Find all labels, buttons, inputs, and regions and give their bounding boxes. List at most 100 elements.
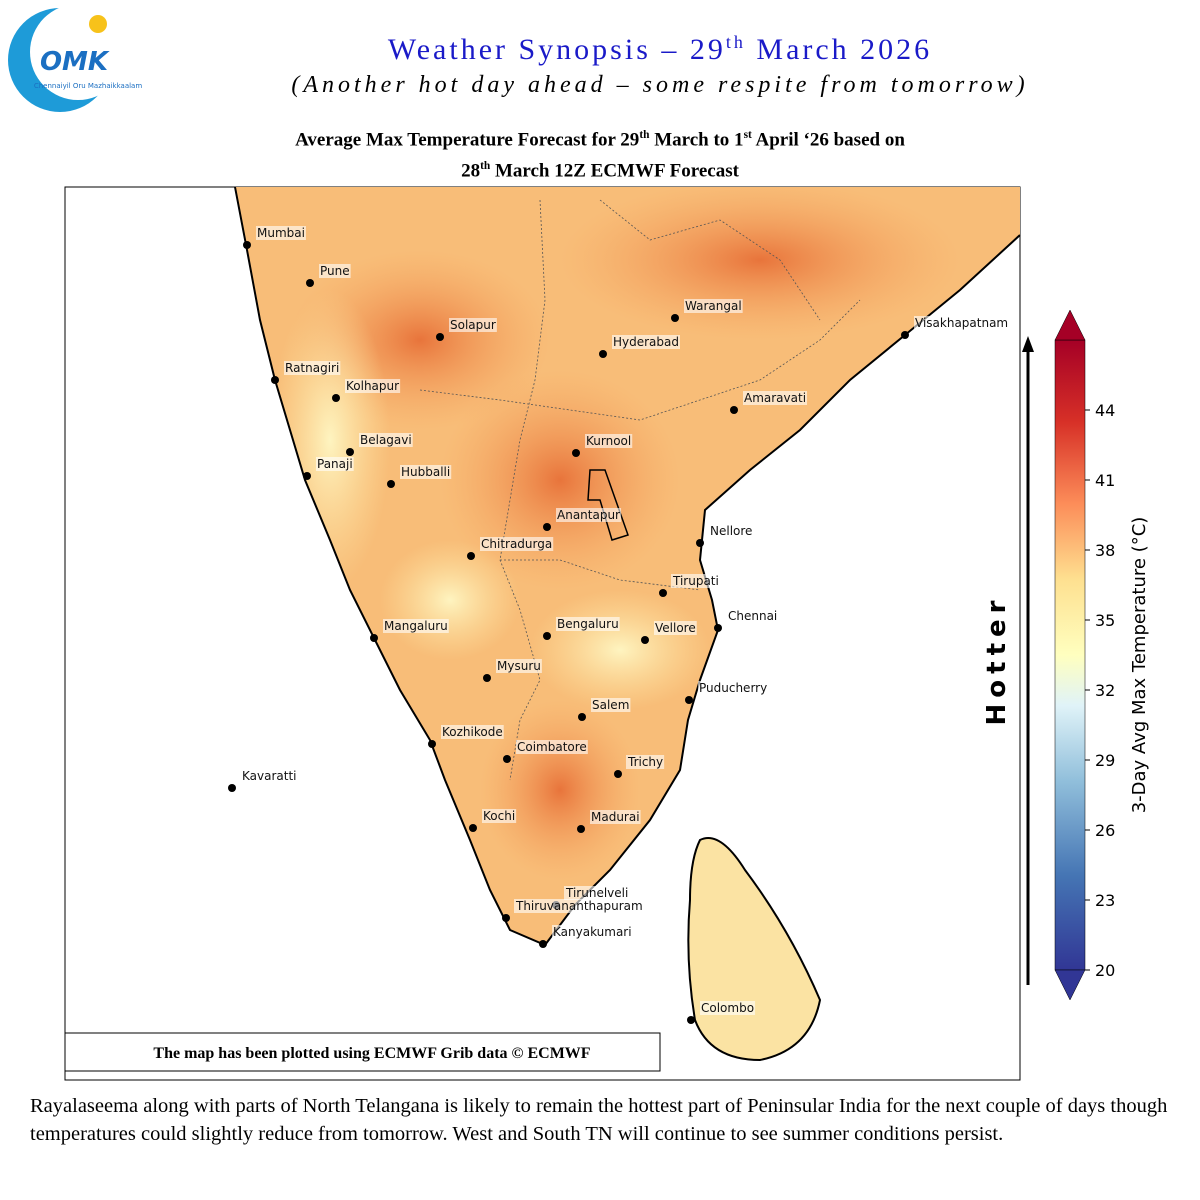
- city-label-bg: [698, 681, 769, 695]
- city-dot: [370, 634, 378, 642]
- city-label-bg: [256, 226, 306, 240]
- city-label-bg: [441, 725, 504, 739]
- colorbar-tick-label: 20: [1095, 961, 1115, 980]
- city-label: Kolhapur: [346, 379, 399, 393]
- title-sup: th: [725, 32, 746, 52]
- t: 28: [461, 160, 481, 182]
- city-label-bg: [612, 335, 680, 349]
- city-label: Chitradurga: [481, 537, 552, 551]
- city-label-bg: [585, 434, 633, 448]
- city-label-bg: [516, 740, 588, 754]
- city-label: Nellore: [710, 524, 752, 538]
- city-label: Colombo: [701, 1001, 754, 1015]
- city-dot: [614, 770, 622, 778]
- city-dot: [387, 480, 395, 488]
- city-label: Belagavi: [360, 433, 412, 447]
- city-label: Hubballi: [401, 465, 450, 479]
- t: th: [639, 129, 650, 141]
- city-label: Coimbatore: [517, 740, 587, 754]
- city-dot: [641, 636, 649, 644]
- city-dot: [696, 539, 704, 547]
- city-label: Tirupati: [672, 574, 719, 588]
- t: April ‘26 based on: [751, 129, 905, 151]
- city-label: Salem: [592, 698, 629, 712]
- city-label-bg: [449, 318, 497, 332]
- hotspot-contour: [587, 469, 629, 541]
- colorbar-tick-label: 41: [1095, 471, 1115, 490]
- logo: OMK Chennaiyil Oru Mazhaikkaalam: [8, 4, 142, 112]
- city-dot: [659, 589, 667, 597]
- colorbar-tick-label: 23: [1095, 891, 1115, 910]
- city-label-bg: [383, 619, 449, 633]
- colorbar-tick-label: 32: [1095, 681, 1115, 700]
- colorbar-tick-label: 38: [1095, 541, 1115, 560]
- city-label-bg: [591, 698, 631, 712]
- city-label-bg: [914, 316, 1010, 330]
- city-dot: [685, 696, 693, 704]
- city-label-bg: [590, 810, 641, 824]
- city-dot: [228, 784, 236, 792]
- city-label: Amaravati: [744, 391, 806, 405]
- colorbar-tick-label: 44: [1095, 401, 1115, 420]
- city-label: Panaji: [317, 457, 353, 471]
- city-label-bg: [556, 617, 620, 631]
- t: th: [480, 160, 491, 173]
- city-label-bg: [654, 621, 697, 635]
- city-label-bg: [556, 508, 622, 522]
- t: March 12Z ECMWF Forecast: [490, 160, 739, 182]
- title-text: Weather Synopsis – 29: [387, 33, 726, 66]
- city-dot: [599, 350, 607, 358]
- city-label: Visakhapatnam: [915, 316, 1008, 330]
- city-label-bg: [480, 537, 554, 551]
- colorbar-extend: [1054, 309, 1086, 341]
- city-label: Puducherry: [699, 681, 767, 695]
- colorbar-tick-label: 29: [1095, 751, 1115, 770]
- city-dot: [428, 740, 436, 748]
- city-dot: [543, 523, 551, 531]
- city-label-bg: [671, 574, 720, 588]
- credit-box: [64, 1032, 661, 1072]
- colorbar: [1054, 339, 1086, 971]
- city-dot: [483, 674, 491, 682]
- subtitle: (Another hot day ahead – some respite fr…: [291, 72, 1029, 98]
- credit: The map has been plotted using ECMWF Gri…: [153, 1045, 590, 1062]
- city-label-bg: [564, 886, 630, 900]
- city-dot: [539, 940, 547, 948]
- city-label-bg: [241, 769, 298, 783]
- city-dot: [306, 279, 314, 287]
- t: March to 1: [649, 129, 744, 151]
- city-label-bg: [700, 1001, 756, 1015]
- city-dot: [901, 331, 909, 339]
- city-label: Mumbai: [257, 226, 305, 240]
- city-label-bg: [345, 379, 401, 393]
- city-label-bg: [709, 524, 754, 538]
- city-label-bg: [319, 264, 351, 278]
- city-dot: [332, 394, 340, 402]
- city-label: Pune: [320, 264, 350, 278]
- city-label: Anantapur: [557, 508, 620, 522]
- arrow-label: Hotter: [982, 595, 1012, 726]
- city-label-bg: [626, 755, 665, 769]
- city-label-bg: [514, 899, 644, 913]
- city-dot: [577, 825, 585, 833]
- city-label: Kochi: [483, 809, 515, 823]
- city-label: Kozhikode: [442, 725, 503, 739]
- city-label: Warangal: [685, 299, 742, 313]
- colorbar-tick-label: 35: [1095, 611, 1115, 630]
- city-label: Vellore: [655, 621, 696, 635]
- colorbar-tick-label: 26: [1095, 821, 1115, 840]
- colorbar-label: 3-Day Avg Max Temperature (°C): [1129, 517, 1150, 814]
- city-dot: [687, 1016, 695, 1024]
- state-borders: [419, 199, 861, 781]
- city-dot: [243, 241, 251, 249]
- city-label: Bengaluru: [557, 617, 619, 631]
- city-dot: [346, 448, 354, 456]
- arrow-head: [1022, 336, 1034, 352]
- city-dot: [271, 376, 279, 384]
- city-dot: [578, 713, 586, 721]
- title: Weather Synopsis – 29th March 2026: [200, 32, 1120, 67]
- city-label: Madurai: [591, 810, 640, 824]
- city-dot: [572, 449, 580, 457]
